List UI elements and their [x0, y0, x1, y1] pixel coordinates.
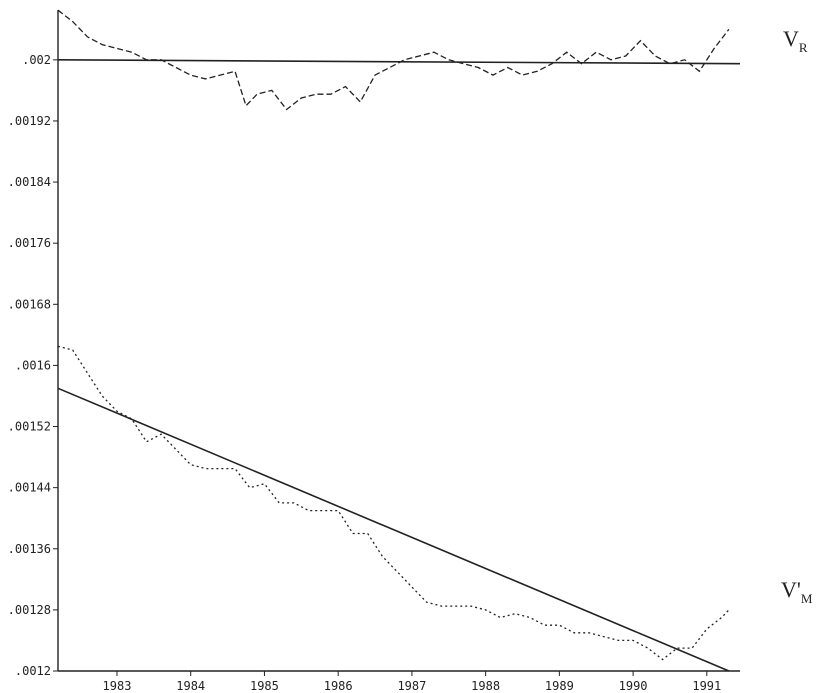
series-vr-trend	[57, 59, 741, 65]
axes	[57, 10, 740, 672]
y-tick-label: .00168	[8, 297, 51, 311]
x-tick-label: 1987	[397, 679, 426, 693]
series-vm-trend	[57, 387, 730, 672]
y-tick-label: .00136	[8, 542, 51, 556]
x-tick-label: 1986	[324, 679, 353, 693]
series-vm-actual	[57, 345, 730, 661]
y-tick-label: .00128	[8, 603, 51, 617]
x-tick-label: 1984	[176, 679, 205, 693]
series-layer	[57, 9, 741, 672]
y-tick-label: .00152	[8, 420, 51, 434]
ticks-layer: .0012 .00128 .00136 .00144 .00152 .0016 .00168…	[8, 53, 722, 693]
x-tick-label: 1989	[545, 679, 574, 693]
y-tick-label: .00176	[8, 236, 51, 250]
x-tick-label: 1990	[619, 679, 648, 693]
y-tick-label: .0016	[15, 358, 51, 372]
y-tick-label: .00192	[8, 114, 51, 128]
x-tick-label: 1983	[103, 679, 132, 693]
y-tick-label: .0012	[15, 664, 51, 678]
x-tick-label: 1988	[471, 679, 500, 693]
y-tick-label: .002	[22, 53, 51, 67]
series-label-vm: V'M	[781, 577, 813, 606]
y-tick-label: .00184	[8, 175, 51, 189]
x-tick-label: 1991	[692, 679, 721, 693]
x-tick-label: 1985	[250, 679, 279, 693]
series-label-vr: VR	[783, 26, 808, 55]
series-vr-actual	[57, 9, 730, 111]
y-tick-label: .00144	[8, 481, 51, 495]
